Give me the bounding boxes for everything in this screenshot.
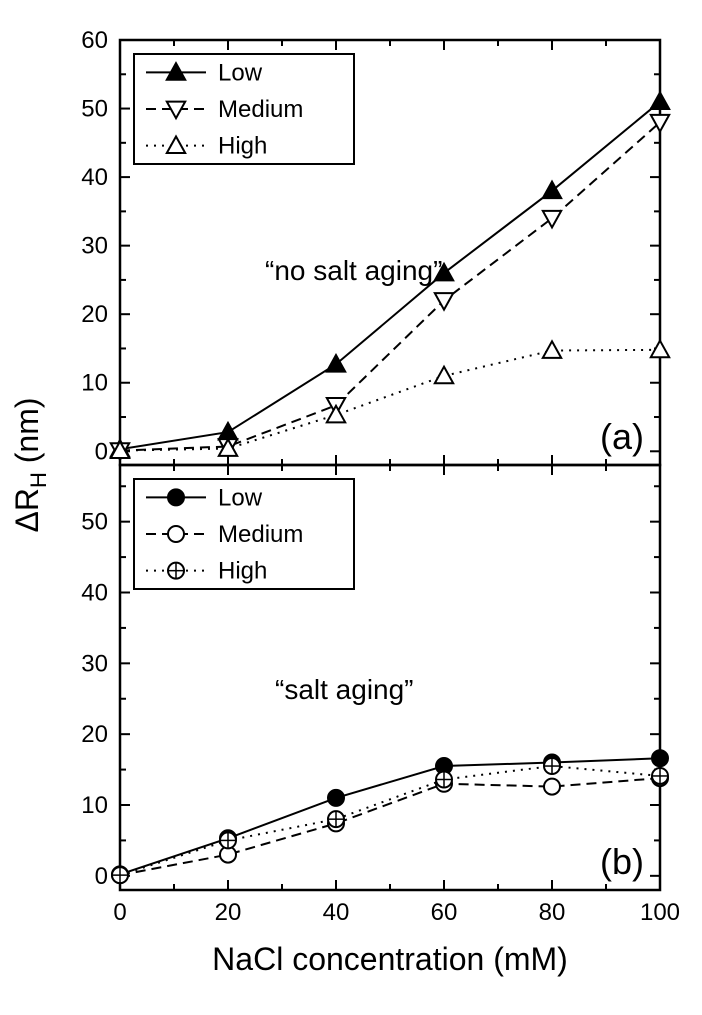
xtick-label: 60 bbox=[431, 899, 458, 926]
xtick-label: 0 bbox=[113, 899, 126, 926]
legend-marker bbox=[168, 489, 184, 505]
panel-annotation: “salt aging” bbox=[275, 674, 414, 705]
data-marker bbox=[652, 768, 668, 784]
data-marker bbox=[220, 832, 236, 848]
legend-label: Low bbox=[218, 484, 263, 511]
ytick-label: 50 bbox=[81, 509, 108, 536]
data-marker bbox=[328, 811, 344, 827]
legend-label: Medium bbox=[218, 521, 303, 548]
legend-label: Low bbox=[218, 59, 263, 86]
ytick-label: 20 bbox=[81, 301, 108, 328]
legend-label: Medium bbox=[218, 96, 303, 123]
ytick-label: 60 bbox=[81, 27, 108, 54]
data-marker bbox=[544, 779, 560, 795]
xtick-label: 80 bbox=[539, 899, 566, 926]
ytick-label: 10 bbox=[81, 792, 108, 819]
figure: 0 10 20 30 40 50 60 “no salt aging” (a) Low Medium… bbox=[0, 0, 702, 1015]
legend-marker bbox=[168, 563, 184, 579]
ytick-label: 40 bbox=[81, 580, 108, 607]
xtick-label: 100 bbox=[640, 899, 680, 926]
panel-annotation: “no salt aging” bbox=[265, 255, 442, 286]
data-marker bbox=[112, 867, 128, 883]
x-axis-title: NaCl concentration (mM) bbox=[212, 941, 568, 977]
xtick-label: 20 bbox=[215, 899, 242, 926]
data-marker bbox=[328, 790, 344, 806]
legend-marker bbox=[168, 526, 184, 542]
y-axis-title: ΔRH (nm) bbox=[9, 397, 51, 532]
data-marker bbox=[652, 750, 668, 766]
ytick-label: 40 bbox=[81, 164, 108, 191]
data-marker bbox=[436, 772, 452, 788]
ytick-label: 0 bbox=[95, 863, 108, 890]
xtick-label: 40 bbox=[323, 899, 350, 926]
panel-letter: (a) bbox=[600, 416, 644, 457]
chart-svg: 0 10 20 30 40 50 60 “no salt aging” (a) Low Medium… bbox=[0, 0, 702, 1015]
ytick-label: 30 bbox=[81, 650, 108, 677]
ytick-label: 50 bbox=[81, 96, 108, 123]
ytick-label: 30 bbox=[81, 233, 108, 260]
ytick-label: 0 bbox=[95, 438, 108, 465]
panel-letter: (b) bbox=[600, 841, 644, 882]
ytick-label: 10 bbox=[81, 370, 108, 397]
ytick-label: 20 bbox=[81, 721, 108, 748]
data-marker bbox=[544, 758, 560, 774]
legend-label: High bbox=[218, 133, 267, 160]
legend-label: High bbox=[218, 558, 267, 585]
